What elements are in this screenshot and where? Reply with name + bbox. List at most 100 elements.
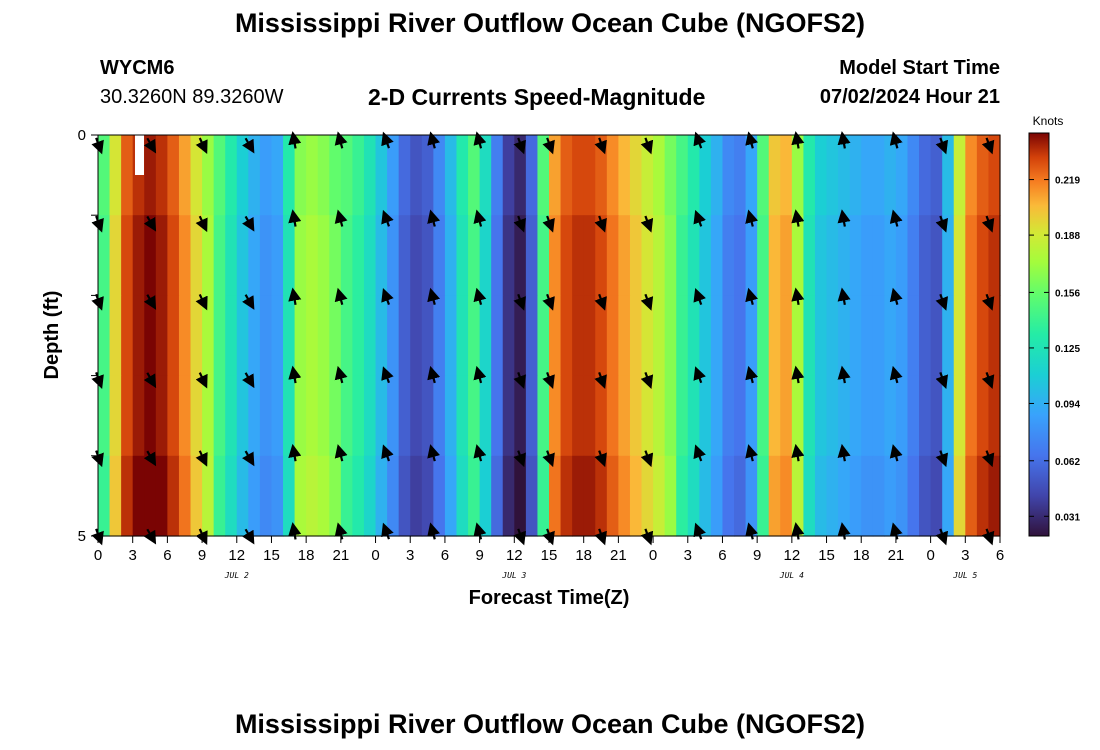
current-arrow	[640, 528, 654, 546]
heatmap-cell	[919, 375, 932, 457]
current-arrow	[693, 131, 706, 149]
heatmap-cell	[560, 455, 573, 537]
heatmap-cell	[699, 215, 712, 296]
heatmap-cell	[549, 375, 562, 457]
heatmap-cell	[433, 455, 446, 537]
heatmap-cell	[433, 295, 446, 377]
model-start-label: Model Start Time	[839, 57, 1000, 79]
heatmap-cell	[572, 135, 585, 216]
current-arrow	[288, 365, 302, 384]
heatmap-cell	[537, 455, 550, 537]
heatmap-cell	[884, 455, 897, 537]
current-arrow	[693, 522, 706, 540]
heatmap-cell	[514, 295, 527, 377]
heatmap-cell	[803, 215, 816, 296]
current-arrow	[935, 215, 949, 233]
heatmap-cell	[363, 375, 377, 457]
heatmap-cell	[456, 215, 469, 296]
heatmap-cell	[468, 455, 481, 537]
x-tick-label: 9	[475, 547, 483, 564]
current-arrow	[427, 444, 441, 462]
current-arrow	[288, 209, 302, 227]
station-id: WYCM6	[100, 57, 175, 79]
heatmap-cell	[814, 215, 828, 296]
current-arrow	[889, 209, 903, 227]
heatmap-cell	[768, 215, 781, 296]
x-tick-label: 15	[263, 547, 280, 564]
heatmap-cell	[872, 455, 885, 537]
heatmap-cell	[803, 455, 816, 537]
heatmap-cell	[560, 135, 573, 216]
current-arrow	[242, 215, 255, 232]
x-axis-title: Forecast Time(Z)	[469, 587, 630, 609]
heatmap-cell	[699, 135, 712, 216]
heatmap-cell	[433, 375, 446, 457]
heatmap-cell	[283, 375, 296, 457]
heatmap-cell	[965, 135, 978, 216]
current-arrow	[594, 215, 607, 233]
heatmap-cell	[734, 215, 747, 296]
heatmap-cell	[907, 375, 920, 457]
heatmap-cell	[294, 455, 307, 537]
heatmap-cell	[375, 455, 388, 537]
current-arrow	[513, 215, 526, 233]
heatmap-cell	[930, 295, 943, 377]
heatmap-cell	[676, 375, 689, 457]
x-tick-label: 21	[333, 547, 350, 564]
heatmap-cell	[606, 375, 619, 457]
current-arrow	[889, 365, 903, 384]
y-axis-title: Depth (ft)	[41, 291, 63, 380]
current-arrow	[981, 137, 995, 155]
heatmap-cell	[606, 455, 619, 537]
x-day-label: JUL 4	[779, 571, 804, 580]
colorbar-tick-label: 0.188	[1055, 231, 1080, 242]
heatmap-cell	[525, 295, 539, 377]
heatmap-cell	[398, 215, 411, 296]
heatmap-cell	[722, 215, 735, 296]
heatmap-cell	[317, 295, 330, 377]
heatmap-cell	[294, 375, 307, 457]
heatmap-cell	[317, 375, 330, 457]
heatmap-cell	[202, 135, 215, 216]
heatmap-cell	[826, 135, 839, 216]
heatmap-cell	[780, 135, 793, 216]
heatmap-cell	[225, 295, 238, 377]
heatmap-cell	[387, 135, 400, 216]
y-axis: 05	[78, 127, 98, 545]
current-arrow	[513, 293, 526, 311]
heatmap-cell	[826, 295, 839, 377]
heatmap-cell	[340, 215, 354, 296]
current-arrow	[981, 215, 995, 233]
x-day-label: JUL 2	[224, 571, 249, 580]
heatmap-cell	[849, 215, 862, 296]
heatmap-cell	[225, 135, 238, 216]
heatmap-cell	[618, 375, 631, 457]
heatmap-cell	[734, 295, 747, 377]
heatmap-cell	[618, 295, 631, 377]
heatmap-cell	[132, 455, 145, 537]
heatmap-cell	[780, 375, 793, 457]
x-tick-label: 21	[888, 547, 905, 564]
heatmap-cell	[988, 215, 1001, 296]
heatmap-cell	[907, 135, 920, 216]
heatmap-cell	[491, 375, 504, 457]
heatmap-cell	[629, 295, 643, 377]
heatmap-cell	[225, 375, 238, 457]
heatmap-cell	[861, 455, 874, 537]
heatmap-cell	[653, 375, 666, 457]
heatmap-cell	[919, 135, 932, 216]
current-arrow	[889, 287, 903, 305]
x-tick-label: 9	[198, 547, 206, 564]
heatmap-cell	[294, 135, 307, 216]
heatmap-cell	[583, 375, 596, 457]
heatmap-cell	[872, 135, 885, 216]
heatmap-cell	[398, 375, 411, 457]
current-arrow	[513, 137, 526, 155]
heatmap-cell	[167, 455, 180, 537]
heatmap-cell	[606, 135, 619, 216]
heatmap-cell	[803, 135, 816, 216]
current-arrow	[745, 209, 759, 227]
heatmap-cell	[687, 295, 700, 377]
current-arrow	[935, 293, 949, 311]
current-arrow	[791, 131, 805, 149]
